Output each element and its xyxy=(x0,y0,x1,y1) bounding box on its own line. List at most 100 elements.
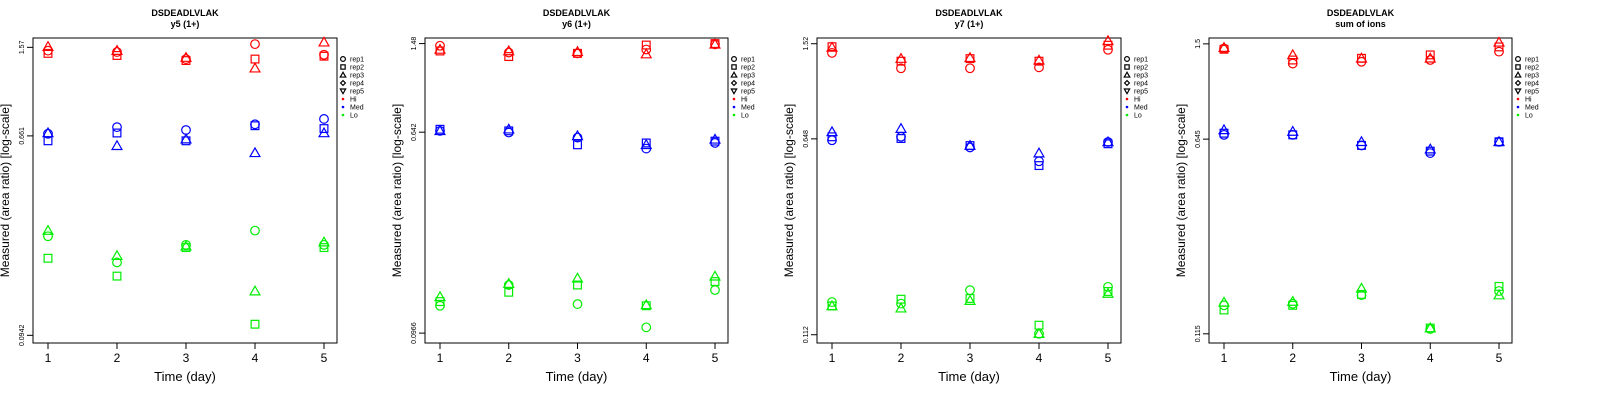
y-tick-label: 0.642 xyxy=(411,123,418,141)
legend-label-rep2: rep2 xyxy=(1134,65,1148,72)
legend-label-med: Med xyxy=(1525,105,1539,112)
point-hi-rep3-day3 xyxy=(180,51,192,62)
legend-label-rep5: rep5 xyxy=(1134,89,1148,96)
legend-marker-rep1 xyxy=(1514,55,1521,62)
point-hi-rep3-day4 xyxy=(1033,54,1045,65)
x-axis-label: Time (day) xyxy=(938,369,1000,384)
point-med-rep3-day4 xyxy=(640,138,653,150)
point-lo-rep2-day3 xyxy=(573,280,582,290)
chart-subtitle: y6 (1+) xyxy=(562,19,591,29)
x-tick-label: 1 xyxy=(1221,351,1228,365)
x-axis-label: Time (day) xyxy=(1330,369,1392,384)
point-lo-rep2-day3 xyxy=(1357,289,1366,299)
point-med-rep1-day2 xyxy=(112,122,122,133)
legend-marker-med xyxy=(341,105,345,109)
legend-label-rep1: rep1 xyxy=(1134,57,1148,64)
legend-label-rep3: rep3 xyxy=(1134,73,1148,80)
legend-marker-med xyxy=(1125,105,1129,109)
legend-marker-hi xyxy=(732,97,736,101)
legend-marker-rep4 xyxy=(1514,79,1522,87)
legend-label-rep3: rep3 xyxy=(1525,73,1539,80)
point-lo-rep1-day5 xyxy=(1494,286,1504,296)
point-med-rep3-day5 xyxy=(1493,135,1505,147)
point-lo-rep2-day2 xyxy=(504,287,514,297)
point-lo-rep3-day2 xyxy=(895,302,907,313)
legend-label-hi: Hi xyxy=(741,97,748,104)
point-med-rep3-day1 xyxy=(434,124,446,136)
legend-marker-rep2 xyxy=(731,64,737,70)
point-med-rep3-day5 xyxy=(1102,135,1114,147)
point-lo-rep3-day5 xyxy=(1102,287,1114,298)
point-med-rep3-day3 xyxy=(571,129,584,141)
y-tick-label: 0.645 xyxy=(1195,130,1202,148)
point-lo-rep3-day3 xyxy=(180,240,192,251)
x-tick-label: 3 xyxy=(574,351,581,365)
legend-marker-rep3 xyxy=(730,71,738,78)
legend-label-rep2: rep2 xyxy=(741,65,755,72)
point-lo-rep2-day5 xyxy=(319,243,329,253)
point-hi-rep3-day3 xyxy=(1355,52,1368,63)
point-lo-rep1-day3 xyxy=(572,299,583,309)
y-tick-label: 0.0966 xyxy=(411,322,418,344)
legend-marker-rep2 xyxy=(1515,64,1521,70)
point-med-rep3-day2 xyxy=(111,139,123,151)
point-med-rep1-day3 xyxy=(181,125,191,135)
point-lo-rep3-day1 xyxy=(42,224,54,235)
legend-label-rep1: rep1 xyxy=(741,57,755,64)
x-tick-label: 3 xyxy=(967,351,974,365)
y-tick-label: 1.52 xyxy=(803,37,810,51)
point-lo-rep3-day4 xyxy=(249,285,261,296)
point-hi-rep1-day4 xyxy=(1034,62,1044,73)
x-tick-label: 1 xyxy=(45,351,52,365)
point-lo-rep3-day4 xyxy=(1424,321,1437,333)
point-hi-rep3-day2 xyxy=(502,44,515,56)
point-lo-rep1-day3 xyxy=(965,285,975,296)
legend-label-rep2: rep2 xyxy=(350,65,364,72)
legend-marker-hi xyxy=(1125,97,1129,101)
legend-label-rep3: rep3 xyxy=(741,73,755,80)
point-med-rep1-day2 xyxy=(896,131,906,142)
legend-label-rep5: rep5 xyxy=(741,89,755,96)
legend-label-med: Med xyxy=(741,105,755,112)
legend-marker-rep2 xyxy=(1124,64,1130,70)
point-lo-rep3-day3 xyxy=(1355,282,1368,293)
point-lo-rep1-day5 xyxy=(710,285,720,295)
legend-marker-rep2 xyxy=(340,64,346,70)
point-hi-rep1-day1 xyxy=(435,40,445,51)
legend-label-rep4: rep4 xyxy=(350,81,364,88)
x-tick-label: 4 xyxy=(643,351,650,365)
x-tick-label: 3 xyxy=(183,351,190,365)
point-hi-rep3-day3 xyxy=(571,45,584,57)
point-hi-rep1-day3 xyxy=(965,63,975,74)
legend-label-lo: Lo xyxy=(1134,113,1142,120)
point-lo-rep2-day1 xyxy=(43,253,53,263)
point-hi-rep2-day1 xyxy=(43,48,53,58)
point-lo-rep3-day5 xyxy=(1493,288,1505,300)
legend-label-hi: Hi xyxy=(1134,97,1141,104)
legend-label-rep5: rep5 xyxy=(350,89,364,96)
point-hi-rep3-day5 xyxy=(1102,34,1114,46)
chart-title: DSDEADLVLAK xyxy=(1327,8,1395,18)
plot-frame xyxy=(1208,37,1513,344)
y-tick-label: 0.0942 xyxy=(19,325,26,347)
x-axis-label: Time (day) xyxy=(546,369,608,384)
point-med-rep3-day2 xyxy=(1286,125,1299,136)
legend-marker-rep5 xyxy=(730,88,738,95)
y-axis-label: Measured (area ratio) [log-scale] xyxy=(1174,104,1188,277)
legend-marker-rep3 xyxy=(1123,71,1131,78)
x-tick-label: 2 xyxy=(1289,351,1296,365)
point-hi-rep3-day1 xyxy=(434,43,446,54)
legend-label-rep1: rep1 xyxy=(350,57,364,64)
plot-frame xyxy=(816,37,1122,344)
point-med-rep2-day4 xyxy=(1034,161,1044,171)
point-med-rep3-day2 xyxy=(502,123,515,134)
y-tick-label: 0.661 xyxy=(19,127,26,145)
point-lo-rep3-day2 xyxy=(111,249,123,261)
point-med-rep3-day5 xyxy=(709,133,721,144)
point-lo-rep1-day2 xyxy=(112,257,122,268)
legend-label-rep4: rep4 xyxy=(1525,81,1539,88)
point-lo-rep3-day1 xyxy=(826,299,838,311)
